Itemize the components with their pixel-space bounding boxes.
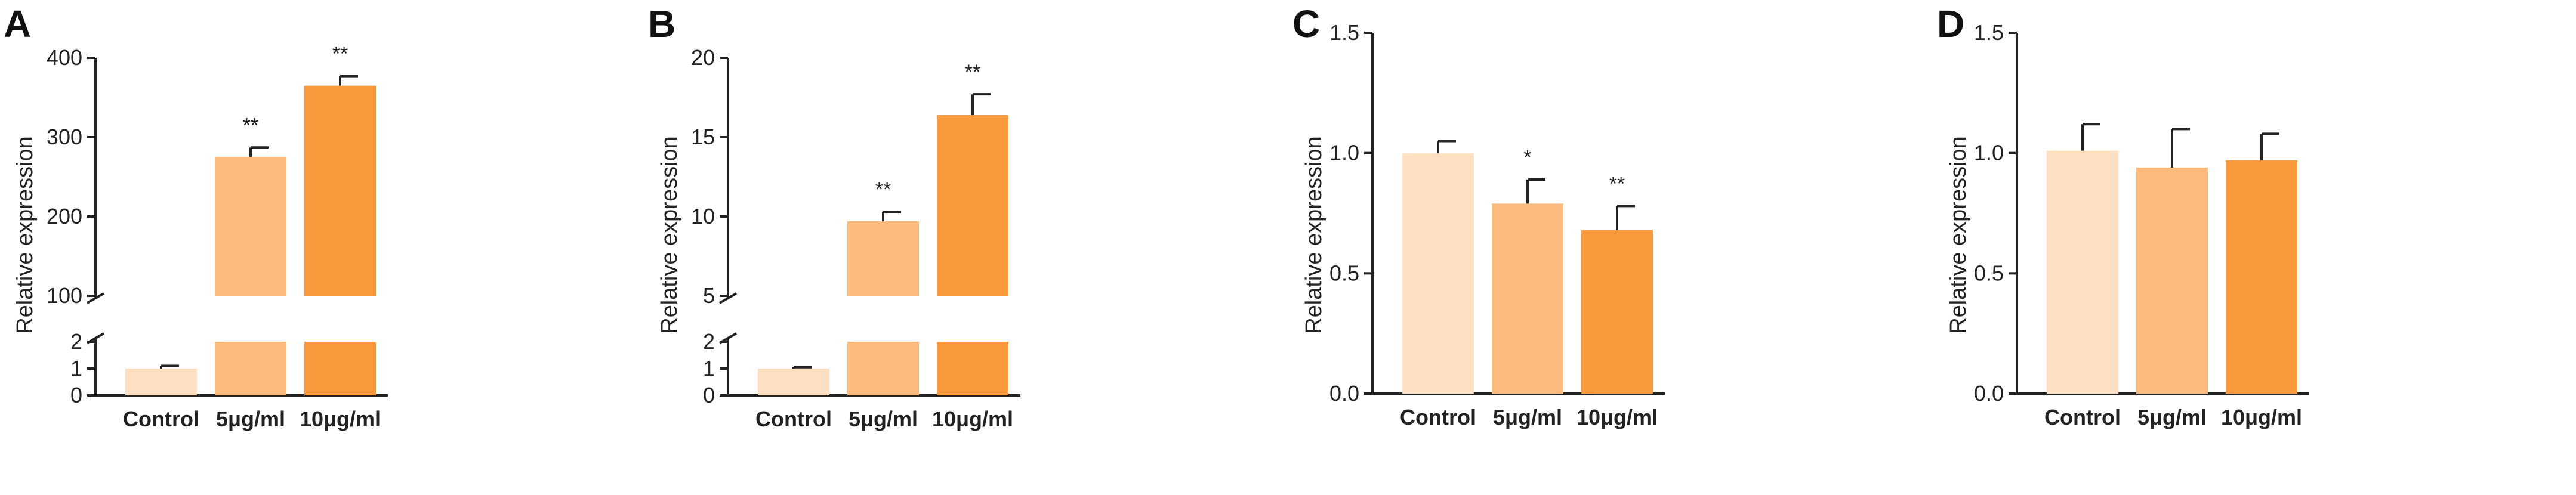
chart-c: C Relative expression 0.0 0.5 1.0 1.5 Control *…: [1292, 2, 1665, 429]
panel-letter: D: [1937, 2, 1964, 45]
panel-b: B Relative expression 0 1 2 5 10 15 20 Control ** 5…: [644, 0, 1289, 495]
y-tick-label: 1.5: [1974, 20, 2004, 45]
significance-mark: *: [1523, 146, 1531, 169]
bar: [215, 157, 286, 296]
y-tick-label: 0: [703, 383, 715, 407]
y-tick-label: 2: [703, 329, 715, 354]
panel-d: D Relative expression 0.0 0.5 1.0 1.5 Control 5…: [1933, 0, 2576, 495]
y-tick-label: 400: [47, 45, 82, 70]
x-tick-label: 10μg/ml: [2221, 405, 2302, 429]
y-tick-label: 5: [703, 283, 715, 308]
y-axis-label: Relative expression: [657, 136, 682, 334]
y-tick-label: 1: [703, 356, 715, 380]
x-tick-label: Control: [2044, 405, 2121, 429]
x-tick-label: 5μg/ml: [2137, 405, 2207, 429]
bar: [937, 115, 1008, 296]
x-tick-label: 10μg/ml: [300, 407, 381, 431]
y-tick-label: 200: [47, 204, 82, 228]
y-tick-label: 0: [70, 383, 82, 407]
x-tick-label: Control: [755, 407, 832, 431]
bar: [1492, 203, 1563, 394]
bar: [1402, 153, 1474, 394]
bar: [304, 85, 376, 296]
chart-a: A Relative expression 0 12 100 200 300 400 Contr…: [4, 2, 388, 431]
y-axis-label: Relative expression: [13, 136, 38, 334]
y-tick-label: 10: [691, 204, 715, 228]
panel-letter: A: [4, 2, 31, 45]
bar-lower-segment: [304, 342, 376, 395]
y-tick-label: 20: [691, 45, 715, 70]
bar: [1581, 230, 1653, 394]
y-tick-label: 15: [691, 125, 715, 149]
chart-b: B Relative expression 0 12 5 10 15 20 Control ** 5…: [648, 2, 1020, 431]
y-tick-label: 1: [70, 356, 82, 380]
bar-lower-segment: [937, 342, 1008, 395]
chart-d: D Relative expression 0.0 0.5 1.0 1.5 Control 5…: [1937, 2, 2309, 429]
axis-break-mark-upper: [87, 292, 104, 304]
panel-letter: B: [648, 2, 675, 45]
bar-lower-segment: [847, 342, 919, 395]
x-tick-label: 5μg/ml: [1493, 405, 1562, 429]
panel-a: A Relative expression 0 1 2 100 200 300 400 Contr…: [0, 0, 644, 495]
bar: [2047, 150, 2118, 394]
y-tick-label: 1.0: [1974, 141, 2004, 165]
significance-mark: **: [1609, 172, 1625, 195]
y-tick-label: 0.0: [1329, 381, 1359, 406]
bar-lower-segment: [215, 342, 286, 395]
y-axis-label: Relative expression: [1946, 136, 1971, 334]
bar: [758, 369, 829, 395]
bar: [2226, 160, 2297, 394]
panel-letter: C: [1292, 2, 1320, 45]
y-tick-label: 0.5: [1329, 261, 1359, 285]
axis-break-mark-upper: [719, 292, 737, 304]
y-tick-label: 0.5: [1974, 261, 2004, 285]
x-tick-label: 5μg/ml: [849, 407, 918, 431]
bar: [847, 221, 919, 296]
bar: [125, 369, 197, 395]
y-tick-label: 1.5: [1329, 20, 1359, 45]
panel-c: C Relative expression 0.0 0.5 1.0 1.5 Control *…: [1289, 0, 1933, 495]
significance-mark: **: [332, 43, 348, 66]
y-tick-label: 2: [70, 329, 82, 354]
significance-mark: **: [875, 178, 891, 201]
y-tick-label: 100: [47, 283, 82, 308]
significance-mark: **: [965, 61, 980, 83]
bar: [2136, 167, 2208, 394]
x-tick-label: Control: [1400, 405, 1476, 429]
x-tick-label: 10μg/ml: [1577, 405, 1658, 429]
x-tick-label: Control: [123, 407, 199, 431]
significance-mark: **: [243, 114, 258, 137]
y-tick-label: 0.0: [1974, 381, 2004, 406]
y-axis-label: Relative expression: [1301, 136, 1326, 334]
x-tick-label: 10μg/ml: [932, 407, 1013, 431]
y-tick-label: 300: [47, 125, 82, 149]
y-tick-label: 1.0: [1329, 141, 1359, 165]
x-tick-label: 5μg/ml: [216, 407, 285, 431]
